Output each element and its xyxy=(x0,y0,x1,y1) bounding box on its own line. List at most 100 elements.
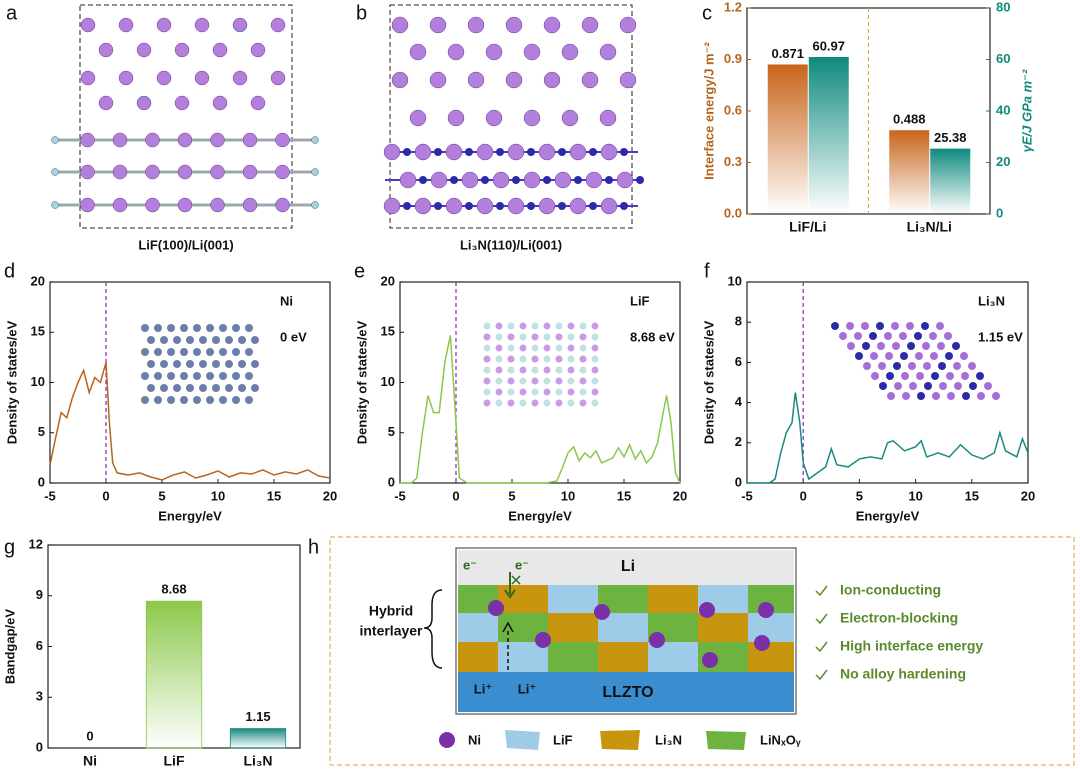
atom xyxy=(531,366,539,374)
atom xyxy=(154,372,162,380)
arrow-head xyxy=(504,589,516,599)
y-tick-label: 12 xyxy=(29,536,43,551)
y-tick-label: 2 xyxy=(735,434,742,449)
atom xyxy=(984,382,992,390)
atom xyxy=(916,372,924,380)
atom xyxy=(507,344,515,352)
atom xyxy=(620,148,628,156)
data-label: 0.488 xyxy=(893,112,926,127)
diagram: Li LLZTO e⁻ e⁻ Li⁺ Li⁺ Hybrid interlayer… xyxy=(329,536,1075,766)
atom xyxy=(855,352,863,360)
structure-box xyxy=(79,4,293,229)
atom xyxy=(232,17,248,33)
atom xyxy=(495,377,503,385)
atom xyxy=(591,377,599,385)
ni-particle xyxy=(649,632,665,648)
atom xyxy=(141,348,149,356)
structure-box xyxy=(389,4,633,229)
atom xyxy=(399,171,417,189)
property: No alloy hardening xyxy=(840,666,966,682)
atom xyxy=(555,355,563,363)
atom xyxy=(219,324,227,332)
y2-axis-label: γE/J GPa m⁻² xyxy=(1019,69,1034,152)
legend-label: Li₃N xyxy=(655,732,682,747)
atom xyxy=(600,143,618,161)
atom xyxy=(194,70,210,86)
annotation: Ni xyxy=(280,293,293,308)
y-tick-label: 5 xyxy=(388,424,395,439)
atom xyxy=(414,197,432,215)
atom xyxy=(531,333,539,341)
atom xyxy=(519,366,527,374)
x-tick-label: Li₃N/Li xyxy=(907,219,952,235)
electron-label: e⁻ xyxy=(463,557,477,572)
bar xyxy=(930,148,971,214)
caption: Li₃N(110)/Li(001) xyxy=(460,237,562,252)
atom xyxy=(409,109,427,127)
atom xyxy=(900,352,908,360)
line xyxy=(747,392,1029,484)
atom xyxy=(523,109,541,127)
x-tick-label: LiF/Li xyxy=(789,219,826,235)
atom xyxy=(579,388,587,396)
atom xyxy=(962,392,970,400)
atom xyxy=(225,384,233,392)
atom xyxy=(922,342,930,350)
structure-b xyxy=(383,16,644,215)
atom xyxy=(561,109,579,127)
atom xyxy=(147,360,155,368)
atom xyxy=(893,362,901,370)
atom xyxy=(902,392,910,400)
atom xyxy=(391,71,409,89)
x-tick-label: 5 xyxy=(856,488,863,503)
annotation: 8.68 eV xyxy=(630,329,675,344)
atom xyxy=(591,333,599,341)
atom xyxy=(906,322,914,330)
grain xyxy=(548,642,598,672)
atom xyxy=(581,16,599,34)
atom xyxy=(543,366,551,374)
atom xyxy=(199,336,207,344)
ni-particle xyxy=(594,604,610,620)
atom xyxy=(939,382,947,390)
atom xyxy=(523,171,541,189)
electron-label: e⁻ xyxy=(515,557,529,572)
atom xyxy=(579,344,587,352)
atom xyxy=(51,168,59,176)
atom xyxy=(891,322,899,330)
atom xyxy=(579,333,587,341)
x-axis-label: Energy/eV xyxy=(508,508,572,523)
atom xyxy=(251,336,259,344)
y-tick-label: 0.0 xyxy=(724,205,742,220)
layer-label: LLZTO xyxy=(602,684,653,701)
y-tick-label: 20 xyxy=(31,273,45,288)
x-axis-label: Energy/eV xyxy=(158,508,222,523)
atom xyxy=(558,148,566,156)
li-layer xyxy=(458,550,794,585)
atom xyxy=(555,399,563,407)
atom xyxy=(538,143,556,161)
atom xyxy=(887,392,895,400)
legend-label: LiF xyxy=(553,732,573,747)
bar xyxy=(145,600,203,749)
atom xyxy=(932,392,940,400)
atom xyxy=(531,322,539,330)
atom xyxy=(507,143,525,161)
y-tick-label: 0 xyxy=(38,474,45,489)
y-axis-label: Density of states/eV xyxy=(4,320,19,444)
atom xyxy=(561,43,579,61)
atom xyxy=(862,342,870,350)
atom xyxy=(156,17,172,33)
atom xyxy=(445,143,463,161)
atom xyxy=(507,333,515,341)
atom xyxy=(447,109,465,127)
x-tick-label: 10 xyxy=(561,488,575,503)
atom xyxy=(589,148,597,156)
atom xyxy=(242,197,258,213)
atom xyxy=(531,355,539,363)
x-tick-label: 15 xyxy=(965,488,979,503)
atom xyxy=(445,197,463,215)
atom xyxy=(555,344,563,352)
atom xyxy=(930,352,938,360)
insets xyxy=(141,322,1000,407)
